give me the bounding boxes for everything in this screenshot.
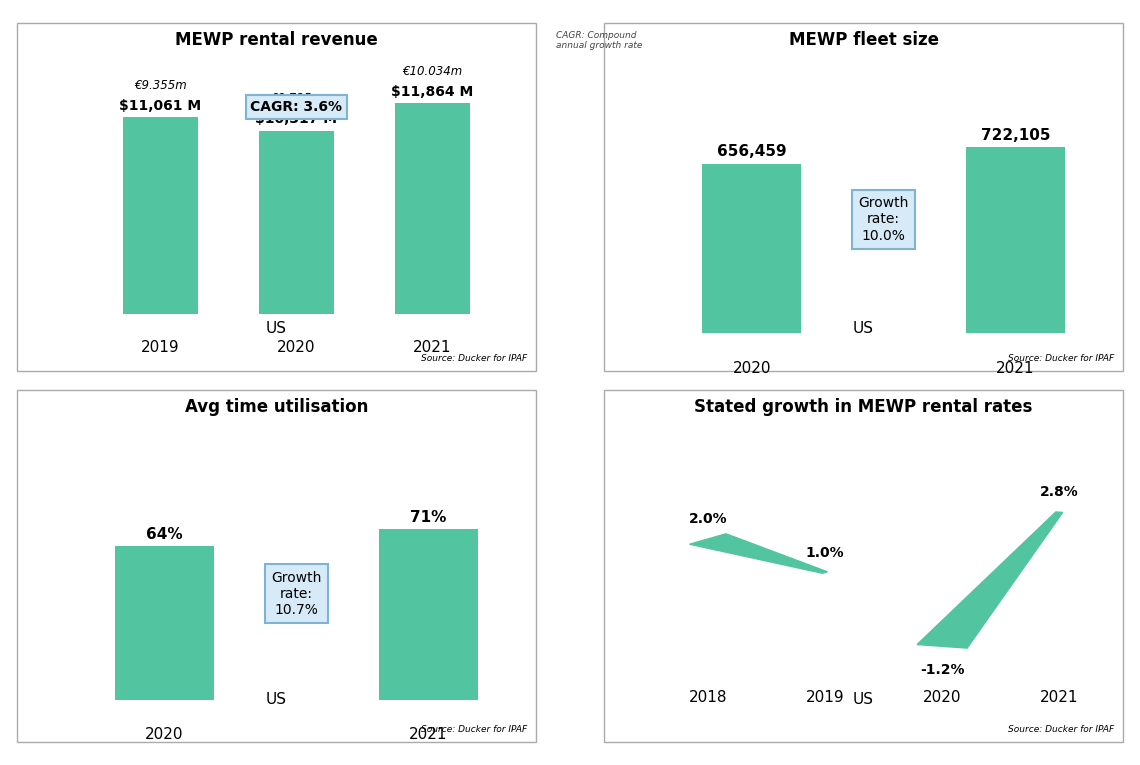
Text: Source: Ducker for IPAF: Source: Ducker for IPAF xyxy=(421,354,527,363)
Text: 2021: 2021 xyxy=(409,727,448,741)
Text: Source: Ducker for IPAF: Source: Ducker for IPAF xyxy=(421,725,527,734)
Text: $11,061 M: $11,061 M xyxy=(120,99,202,113)
Bar xyxy=(123,117,197,314)
Text: €9.355m: €9.355m xyxy=(135,79,187,92)
Text: 2.8%: 2.8% xyxy=(1040,486,1078,500)
Text: Source: Ducker for IPAF: Source: Ducker for IPAF xyxy=(1008,725,1114,734)
Text: MEWP rental revenue: MEWP rental revenue xyxy=(176,31,377,49)
Text: 656,459: 656,459 xyxy=(717,145,787,159)
Text: €10.034m: €10.034m xyxy=(402,64,463,77)
Text: CAGR: Compound
annual growth rate: CAGR: Compound annual growth rate xyxy=(556,31,643,50)
Text: MEWP fleet size: MEWP fleet size xyxy=(789,31,938,49)
Bar xyxy=(396,103,470,314)
Text: Source: Ducker for IPAF: Source: Ducker for IPAF xyxy=(1008,354,1114,363)
Text: 2018: 2018 xyxy=(689,690,727,705)
Text: 2020: 2020 xyxy=(923,690,961,705)
Text: $10,317 M: $10,317 M xyxy=(255,112,337,126)
Bar xyxy=(378,529,478,700)
Text: Growth
rate:
10.0%: Growth rate: 10.0% xyxy=(858,196,909,243)
Text: €8.725m: €8.725m xyxy=(270,92,323,105)
Text: 2.0%: 2.0% xyxy=(689,513,727,526)
Text: 2021: 2021 xyxy=(1040,690,1078,705)
Text: 2019: 2019 xyxy=(141,340,180,355)
Polygon shape xyxy=(917,512,1062,648)
Polygon shape xyxy=(690,534,828,573)
Text: 2021: 2021 xyxy=(413,340,451,355)
Text: 64%: 64% xyxy=(146,527,182,542)
Text: 2019: 2019 xyxy=(806,690,845,705)
Text: 1.0%: 1.0% xyxy=(806,545,845,560)
Bar xyxy=(702,164,801,333)
Text: -1.2%: -1.2% xyxy=(920,663,964,677)
Text: 2020: 2020 xyxy=(145,727,184,741)
Bar xyxy=(966,147,1065,333)
Text: Growth
rate:
10.7%: Growth rate: 10.7% xyxy=(271,571,321,617)
Text: US: US xyxy=(266,321,287,337)
Text: 2021: 2021 xyxy=(996,361,1035,376)
Text: 722,105: 722,105 xyxy=(980,128,1050,142)
Text: Avg time utilisation: Avg time utilisation xyxy=(185,398,368,416)
Bar xyxy=(115,545,214,700)
Bar xyxy=(259,131,334,314)
Text: Stated growth in MEWP rental rates: Stated growth in MEWP rental rates xyxy=(694,398,1033,416)
Text: 2020: 2020 xyxy=(277,340,316,355)
Text: 71%: 71% xyxy=(410,510,447,525)
Text: US: US xyxy=(853,321,874,337)
Text: US: US xyxy=(853,692,874,708)
Text: 2020: 2020 xyxy=(732,361,771,376)
Text: CAGR: 3.6%: CAGR: 3.6% xyxy=(251,100,342,114)
Text: US: US xyxy=(266,692,287,708)
Text: $11,864 M: $11,864 M xyxy=(391,85,473,99)
